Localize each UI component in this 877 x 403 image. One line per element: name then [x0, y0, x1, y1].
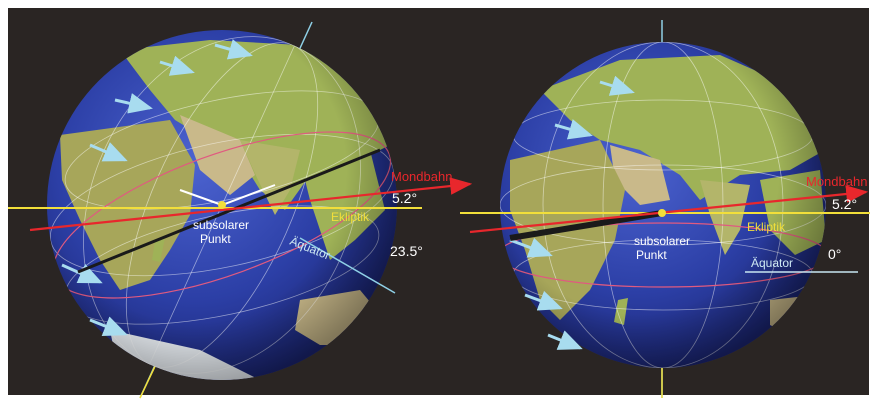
- left-light-arrows: [61, 39, 253, 336]
- right-label-ecliptic: Ekliptik: [747, 220, 786, 234]
- left-label-moon-angle: 5.2°: [392, 190, 417, 206]
- left-label-subsolar-2: Punkt: [200, 232, 231, 246]
- right-label-tilt-angle: 0°: [828, 246, 841, 262]
- right-terminator-band: [509, 210, 663, 241]
- left-equator-extension: [299, 237, 396, 294]
- left-label-subsolar: subsolarer: [193, 218, 249, 232]
- right-label-equator: Äquator: [751, 256, 793, 270]
- right-moon-orbit: [469, 185, 869, 234]
- left-subsolar-point: [218, 201, 226, 209]
- right-light-arrows: [509, 75, 635, 350]
- left-label-moon-orbit: Mondbahn: [391, 169, 452, 184]
- left-label-tilt-angle: 23.5°: [390, 243, 423, 259]
- left-equator-line: [77, 148, 381, 274]
- right-subsolar-point: [658, 209, 666, 217]
- left-globe: Mondbahn 5.2° Ekliptik subsolarer Punkt …: [8, 21, 473, 399]
- right-label-moon-angle: 5.2°: [832, 196, 857, 212]
- left-label-ecliptic: Ekliptik: [331, 210, 370, 224]
- left-moon-orbit: [29, 177, 473, 232]
- right-label-subsolar-2: Punkt: [636, 248, 667, 262]
- right-label-subsolar: subsolarer: [634, 234, 690, 248]
- right-label-moon-orbit: Mondbahn: [806, 174, 867, 189]
- right-globe: Mondbahn 5.2° Ekliptik subsolarer Punkt …: [460, 20, 870, 398]
